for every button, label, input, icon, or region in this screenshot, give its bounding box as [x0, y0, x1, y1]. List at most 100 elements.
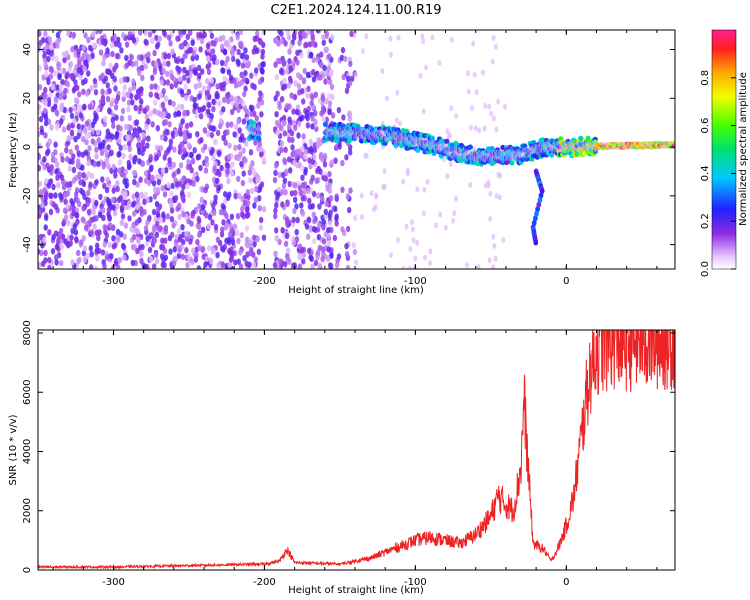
heatmap-cell — [111, 122, 116, 129]
heatmap-cell — [100, 38, 106, 46]
heatmap-cell — [537, 197, 543, 204]
heatmap-cell — [313, 259, 319, 267]
heatmap-cell — [222, 96, 227, 104]
heatmap-cell — [250, 187, 255, 194]
heatmap-cell — [273, 162, 279, 169]
heatmap-cell — [74, 191, 79, 198]
heatmap-cell — [152, 108, 157, 115]
heatmap-cell — [333, 157, 338, 164]
heatmap-cell — [321, 219, 326, 226]
heatmap-cell — [260, 53, 265, 60]
heatmap-cell — [257, 205, 262, 212]
heatmap-cell — [204, 212, 209, 219]
heatmap-cell — [344, 251, 350, 258]
heatmap-cell — [120, 32, 126, 39]
heatmap-cell — [304, 41, 309, 49]
heatmap-cell — [84, 51, 89, 59]
heatmap-cell — [287, 103, 292, 110]
heatmap-cell — [336, 253, 342, 260]
heatmap-cell — [295, 72, 301, 79]
heatmap-cell — [163, 95, 169, 103]
heatmap-cell — [207, 61, 212, 69]
heatmap-cell — [279, 140, 285, 147]
heatmap-cell — [447, 132, 452, 139]
heatmap-cell — [158, 217, 163, 224]
heatmap-cell — [170, 231, 175, 238]
heatmap-cell — [54, 243, 59, 251]
heatmap-cell — [158, 111, 163, 118]
heatmap-cell — [340, 226, 345, 233]
heatmap-cell — [122, 84, 128, 91]
heatmap-cell — [100, 142, 105, 149]
heatmap-cell — [55, 32, 61, 39]
heatmap-cell — [84, 138, 89, 146]
heatmap-cell — [69, 129, 75, 136]
heatmap-cell — [131, 193, 136, 200]
heatmap-cell — [326, 239, 332, 247]
heatmap-cell — [112, 65, 117, 73]
heatmap-cell — [244, 225, 250, 232]
heatmap-cell — [70, 200, 76, 207]
heatmap-cell — [185, 261, 190, 269]
heatmap-cell — [487, 103, 492, 110]
heatmap-cell — [217, 150, 222, 157]
heatmap-cell — [236, 175, 241, 183]
bottom-y-tick-label: 4000 — [22, 439, 33, 464]
heatmap-cell — [287, 136, 292, 143]
heatmap-cell — [39, 249, 44, 256]
heatmap-cell — [87, 124, 92, 131]
heatmap-cell — [70, 227, 75, 235]
heatmap-cell — [54, 168, 59, 175]
heatmap-cell — [276, 264, 281, 269]
heatmap-cell — [172, 246, 177, 253]
heatmap-cell — [148, 91, 153, 98]
heatmap-cell — [238, 151, 243, 158]
heatmap-cell — [114, 130, 120, 138]
heatmap-cell — [47, 36, 52, 43]
heatmap-cell — [94, 247, 100, 254]
heatmap-cell — [105, 47, 110, 54]
heatmap-cell — [312, 217, 317, 225]
heatmap-cell — [173, 81, 179, 89]
heatmap-cell — [326, 246, 331, 253]
heatmap-cell — [225, 55, 230, 63]
heatmap-cell — [172, 255, 177, 262]
heatmap-cell — [204, 155, 209, 163]
heatmap-cell — [287, 180, 292, 188]
heatmap-cell — [122, 178, 127, 185]
heatmap-cell — [300, 195, 305, 202]
heatmap-cell — [359, 192, 364, 199]
heatmap-cell — [260, 61, 265, 68]
heatmap-cell — [292, 262, 297, 269]
heatmap-cell — [345, 264, 351, 269]
heatmap-cell — [49, 124, 54, 131]
heatmap-cell — [132, 178, 137, 186]
heatmap-cell — [59, 105, 64, 113]
heatmap-cell — [282, 177, 288, 184]
heatmap-cell — [111, 163, 116, 171]
heatmap-cell — [301, 78, 307, 85]
bottom-x-axis: -300 -200 -100 0 — [52, 330, 658, 588]
heatmap-cell — [293, 124, 298, 132]
heatmap-cell — [300, 210, 306, 217]
heatmap-cell — [107, 241, 113, 249]
heatmap-cell — [69, 112, 75, 120]
heatmap-cell — [509, 160, 515, 166]
heatmap-cell — [119, 206, 125, 214]
heatmap-cell — [122, 193, 128, 201]
heatmap-cell — [258, 90, 263, 97]
heatmap-cell — [285, 247, 291, 254]
heatmap-cell — [288, 43, 294, 50]
heatmap-cell — [132, 233, 137, 241]
heatmap-cell — [310, 35, 316, 42]
heatmap-cell — [278, 57, 283, 65]
heatmap-cell — [83, 32, 88, 39]
heatmap-cell — [140, 160, 146, 167]
heatmap-cell — [274, 202, 279, 209]
heatmap-cell — [327, 212, 332, 219]
heatmap-cell — [71, 166, 77, 174]
heatmap-cell — [258, 224, 264, 231]
heatmap-cell — [187, 132, 193, 139]
heatmap-cell — [131, 37, 137, 44]
